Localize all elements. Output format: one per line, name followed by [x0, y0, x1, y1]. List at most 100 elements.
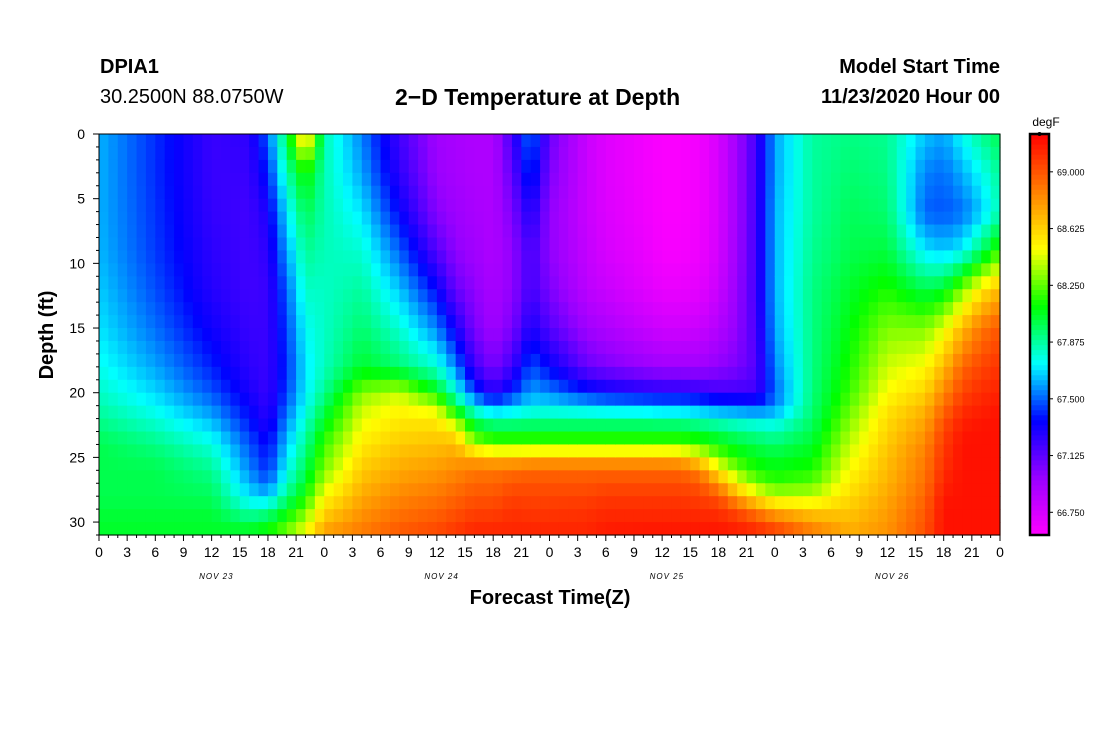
heatmap-cell [493, 250, 504, 264]
heatmap-cell [502, 392, 513, 407]
heatmap-cell [662, 418, 673, 433]
heatmap-cell [746, 444, 757, 458]
heatmap-cell [511, 328, 522, 342]
colorbar-swatch [1030, 249, 1049, 255]
heatmap-cell [558, 289, 569, 303]
heatmap-cell [774, 470, 785, 484]
heatmap-cell [812, 315, 823, 329]
heatmap-cell [258, 159, 269, 174]
heatmap-cell [962, 392, 973, 407]
heatmap-cell [568, 289, 579, 303]
heatmap-cell [831, 444, 842, 458]
heatmap-cell [549, 405, 560, 420]
heatmap-cell [249, 134, 260, 148]
heatmap-cell [568, 250, 579, 264]
heatmap-cell [633, 392, 644, 407]
x-tick-label: 6 [827, 544, 835, 560]
heatmap-cell [277, 224, 288, 239]
heatmap-cell [108, 366, 119, 381]
heatmap-cell [868, 522, 879, 536]
heatmap-cell [530, 379, 541, 394]
colorbar-swatch [1030, 264, 1049, 270]
heatmap-cell [924, 250, 935, 264]
heatmap-cell [239, 418, 250, 433]
x-tick-label: 18 [936, 544, 952, 560]
heatmap-cell [615, 211, 626, 226]
heatmap-cell [784, 457, 795, 471]
heatmap-cell [361, 302, 372, 316]
heatmap-cell [981, 353, 992, 368]
heatmap-cell [314, 172, 325, 187]
heatmap-cell [727, 276, 738, 290]
heatmap-cell [971, 353, 982, 368]
heatmap-cell [145, 185, 156, 200]
heatmap-cell [868, 392, 879, 407]
heatmap-cell [643, 457, 654, 471]
heatmap-cell [446, 457, 457, 471]
heatmap-cell [887, 263, 898, 277]
heatmap-cell [943, 483, 954, 497]
heatmap-cell [709, 237, 720, 252]
heatmap-cell [145, 431, 156, 446]
heatmap-cell [887, 224, 898, 239]
heatmap-cell [286, 315, 297, 329]
heatmap-cell [549, 276, 560, 290]
heatmap-cell [981, 302, 992, 316]
heatmap-cell [202, 431, 213, 446]
heatmap-cell [521, 289, 532, 303]
heatmap-cell [624, 302, 635, 316]
heatmap-cell [915, 134, 926, 148]
heatmap-cell [221, 315, 231, 329]
heatmap-cell [934, 405, 945, 420]
heatmap-cell [174, 237, 185, 252]
heatmap-cell [981, 340, 992, 355]
heatmap-cell [934, 237, 945, 252]
heatmap-cell [953, 211, 964, 226]
heatmap-cell [868, 353, 879, 368]
heatmap-cell [849, 263, 860, 277]
heatmap-cell [662, 392, 673, 407]
heatmap-cell [258, 353, 269, 368]
heatmap-cell [568, 302, 579, 316]
heatmap-cell [784, 289, 795, 303]
heatmap-cell [755, 198, 766, 213]
heatmap-cell [202, 366, 213, 381]
heatmap-cell [389, 457, 400, 471]
heatmap-cell [868, 276, 879, 290]
heatmap-cell [680, 457, 691, 471]
heatmap-cell [953, 431, 964, 446]
heatmap-cell [540, 237, 551, 252]
heatmap-cell [389, 250, 400, 264]
heatmap-cell [718, 509, 729, 523]
heatmap-cell [483, 198, 494, 213]
heatmap-cell [765, 315, 776, 329]
heatmap-cell [352, 340, 363, 355]
heatmap-cell [774, 366, 785, 381]
heatmap-cell [596, 483, 607, 497]
heatmap-cell [812, 405, 823, 420]
heatmap-cell [502, 185, 513, 200]
heatmap-cell [690, 250, 701, 264]
heatmap-cell [718, 276, 729, 290]
heatmap-cell [192, 366, 203, 381]
heatmap-cell [455, 444, 466, 458]
heatmap-cell [896, 159, 907, 174]
heatmap-cell [493, 198, 504, 213]
heatmap-cell [680, 185, 691, 200]
heatmap-cell [418, 237, 429, 252]
heatmap-cell [709, 483, 720, 497]
heatmap-cell [427, 483, 438, 497]
heatmap-cell [127, 263, 138, 277]
heatmap-cell [511, 134, 522, 148]
heatmap-cell [436, 483, 447, 497]
heatmap-cell [812, 263, 823, 277]
heatmap-cell [587, 418, 598, 433]
heatmap-cell [605, 418, 616, 433]
heatmap-cell [793, 159, 804, 174]
heatmap-cell [352, 379, 363, 394]
heatmap-cell [906, 431, 917, 446]
heatmap-cell [765, 496, 776, 510]
heatmap-cell [915, 328, 926, 342]
heatmap-cell [333, 470, 344, 484]
heatmap-cell [136, 431, 147, 446]
